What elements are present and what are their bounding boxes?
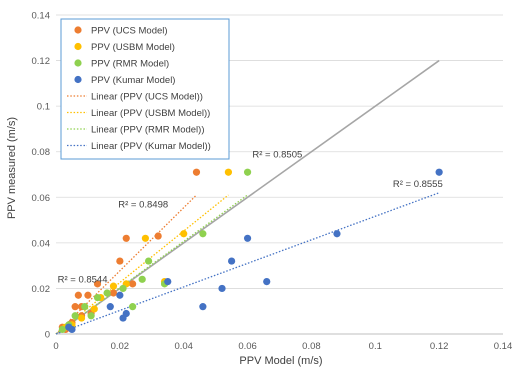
data-point	[103, 289, 111, 297]
legend-entry: Linear (PPV (UCS Model))	[91, 92, 203, 103]
data-point	[199, 303, 207, 311]
data-point	[93, 293, 102, 302]
data-point	[224, 168, 233, 176]
data-point	[81, 303, 89, 311]
legend-entry: Linear (PPV (Kumar Model))	[91, 141, 211, 152]
legend-entry: PPV (Kumar Model)	[91, 75, 175, 86]
y-tick-label: 0.08	[32, 147, 51, 158]
data-point	[141, 234, 149, 242]
data-point	[129, 280, 137, 288]
trendlines	[55, 192, 440, 335]
data-point	[333, 230, 341, 238]
data-point	[228, 257, 236, 265]
data-point	[263, 277, 271, 286]
data-point	[71, 312, 79, 320]
data-point	[122, 309, 130, 318]
x-tick-label: 0	[53, 341, 58, 352]
data-point	[93, 280, 102, 288]
data-point	[164, 277, 172, 286]
data-point	[77, 314, 86, 322]
y-tick-label: 0.1	[37, 102, 50, 113]
data-point	[243, 234, 252, 242]
x-axis-title: PPV Model (m/s)	[239, 355, 322, 367]
r2-label: R² = 0.8544	[58, 275, 108, 286]
data-point	[106, 303, 114, 311]
y-tick-label: 0.02	[32, 284, 51, 295]
data-point	[90, 305, 98, 313]
data-point	[58, 325, 66, 334]
data-point	[138, 275, 146, 283]
x-tick-label: 0.12	[430, 341, 449, 352]
legend-entry: Linear (PPV (USBM Model))	[91, 108, 210, 119]
y-tick-label: 0	[45, 330, 50, 341]
legend-entry: PPV (RMR Model)	[91, 59, 169, 70]
trendline	[55, 194, 248, 335]
annotations: R² = 0.8498 R² = 0.8505 R² = 0.8555 R² = 0.…	[58, 149, 443, 285]
data-point	[144, 257, 153, 265]
data-point	[218, 284, 226, 293]
data-point	[116, 257, 124, 265]
y-tick-label: 0.12	[32, 56, 51, 67]
data-point	[129, 303, 137, 311]
data-point	[109, 282, 118, 290]
data-point	[71, 303, 79, 311]
x-tick-label: 0.04	[174, 341, 193, 352]
data-point	[180, 230, 188, 238]
r2-label: R² = 0.8498	[118, 200, 168, 211]
legend-marker	[74, 26, 82, 34]
data-point	[68, 325, 76, 334]
legend: PPV (UCS Model) PPV (USBM Model) PPV (RMR …	[60, 18, 230, 160]
data-point	[122, 234, 130, 242]
x-tick-label: 0.1	[369, 341, 382, 352]
x-tick-label: 0.06	[238, 341, 257, 352]
legend-entry: PPV (UCS Model)	[91, 26, 168, 37]
x-tick-label: 0.08	[302, 341, 321, 352]
x-tick-label: 0.14	[494, 341, 513, 352]
legend-marker	[74, 75, 82, 84]
data-point	[435, 168, 443, 176]
data-point	[154, 232, 162, 240]
data-point	[84, 291, 92, 299]
data-point	[243, 168, 252, 176]
legend-marker	[74, 42, 82, 51]
data-point	[192, 168, 201, 176]
trendline	[55, 192, 440, 335]
y-axis-title: PPV measured (m/s)	[6, 117, 18, 219]
data-points	[58, 168, 443, 334]
legend-marker	[74, 59, 82, 67]
data-point	[116, 291, 124, 299]
legend-entry: PPV (USBM Model)	[91, 42, 175, 53]
data-point	[109, 289, 118, 297]
data-point	[199, 230, 207, 238]
r2-label: R² = 0.8505	[252, 149, 302, 160]
legend-entry: Linear (PPV (RMR Model))	[91, 125, 205, 136]
y-tick-label: 0.04	[32, 238, 51, 249]
data-point	[74, 291, 82, 299]
y-tick-label: 0.06	[32, 193, 51, 204]
legend-box	[60, 18, 230, 160]
y-tick-label: 0.14	[32, 11, 51, 22]
data-point	[87, 312, 95, 320]
x-tick-label: 0.02	[111, 341, 130, 352]
tick-labels: 0 0.02 0.04 0.06 0.08 0.1 0.12 0.14 0 0.02 0.04 0.0…	[32, 11, 513, 353]
r2-label: R² = 0.8555	[393, 179, 443, 190]
trendline	[55, 194, 229, 335]
data-point	[119, 284, 127, 293]
